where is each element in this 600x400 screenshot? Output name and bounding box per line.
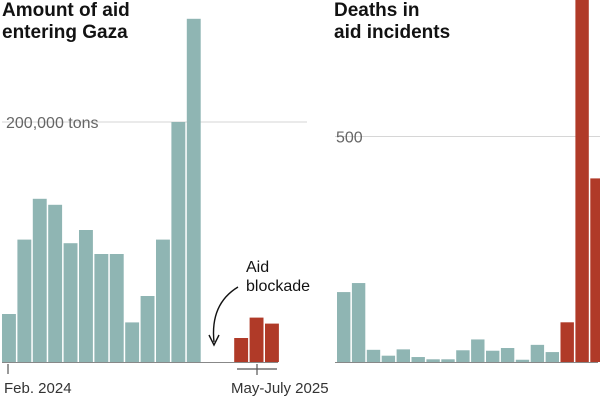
deaths-panel: Deaths in aid incidents 500 xyxy=(334,0,600,363)
bar-0-0-2 xyxy=(32,198,47,362)
aid-chart-title-line-1: Amount of aid xyxy=(2,0,130,21)
bar-0-0-11 xyxy=(171,122,186,362)
bar-1-1-0 xyxy=(560,322,574,362)
bar-0-0-7 xyxy=(109,254,124,362)
y-tick-label-1-0: 500 xyxy=(336,129,363,146)
aid-chart-title-line-2: entering Gaza xyxy=(2,22,128,43)
annotation-aid-blockade-line-1: Aid xyxy=(246,259,269,276)
bar-0-0-6 xyxy=(94,254,109,362)
bar-0-0-5 xyxy=(79,230,93,362)
bar-0-0-0 xyxy=(2,314,16,362)
bar-0-1-2 xyxy=(265,323,279,362)
bar-0-0-8 xyxy=(125,322,140,362)
bar-1-0-8 xyxy=(456,350,470,362)
aid-amount-panel: Amount of aid entering Gaza 200,000 tons… xyxy=(2,0,329,397)
annotation-arrowhead-icon xyxy=(208,334,220,347)
bar-1-0-1 xyxy=(351,283,366,362)
bar-1-0-7 xyxy=(441,359,455,362)
bar-0-1-1 xyxy=(249,317,264,362)
deaths-chart-title-line-1: Deaths in xyxy=(334,0,420,21)
bar-1-0-4 xyxy=(396,349,410,362)
x-tick-label-feb-2024: Feb. 2024 xyxy=(4,380,72,397)
bar-0-0-12 xyxy=(186,18,201,363)
bar-1-0-5 xyxy=(411,357,425,362)
annotation-arrow xyxy=(212,286,239,343)
bar-0-0-3 xyxy=(48,204,63,362)
bar-0-0-4 xyxy=(63,243,78,362)
bar-1-0-10 xyxy=(486,350,500,362)
bar-0-0-9 xyxy=(140,296,155,362)
bar-1-0-11 xyxy=(500,348,515,362)
bar-0-1-0 xyxy=(234,338,249,362)
bar-0-0-1 xyxy=(17,239,32,362)
bar-1-0-3 xyxy=(381,355,396,362)
bar-1-0-12 xyxy=(515,359,530,362)
x-tick-label-may-july-2025: May-July 2025 xyxy=(231,380,329,397)
bar-1-0-14 xyxy=(545,352,559,362)
y-tick-label-0-0: 200,000 tons xyxy=(6,115,99,132)
bar-1-0-2 xyxy=(366,349,381,362)
bar-0-0-10 xyxy=(156,239,170,362)
bar-1-1-2 xyxy=(590,178,600,362)
bar-1-1-1 xyxy=(575,0,589,363)
bar-1-0-0 xyxy=(337,292,351,362)
deaths-chart-title-line-2: aid incidents xyxy=(334,22,450,43)
bar-1-0-13 xyxy=(530,344,545,362)
annotation-aid-blockade-line-2: blockade xyxy=(246,278,310,295)
bar-1-0-9 xyxy=(471,339,485,362)
bar-1-0-6 xyxy=(426,359,440,362)
